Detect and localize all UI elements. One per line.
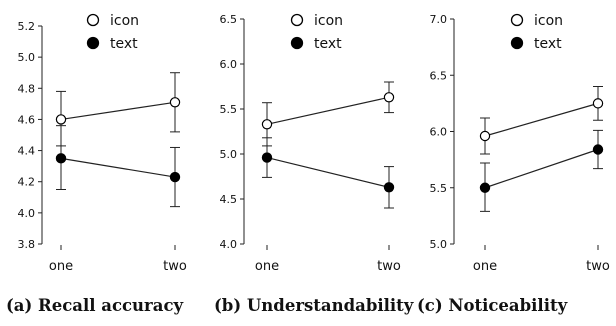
legend-marker-icon bbox=[510, 13, 524, 27]
legend-label-icon: icon bbox=[534, 13, 563, 29]
y-tick-label: 6.5 bbox=[430, 69, 448, 82]
series-line-icon bbox=[266, 96, 390, 125]
series-line-icon bbox=[484, 102, 599, 137]
y-tick-label: 5.0 bbox=[220, 148, 238, 161]
legend-marker-icon bbox=[86, 13, 100, 27]
y-tick-label: 5.5 bbox=[220, 103, 238, 116]
y-tick-label: 3.8 bbox=[18, 238, 36, 251]
x-tick-label-one: one bbox=[255, 259, 279, 274]
y-tick-label: 5.5 bbox=[430, 182, 448, 195]
series-line-text bbox=[60, 157, 176, 178]
x-tick-label-one: one bbox=[473, 259, 497, 274]
legend-marker-text bbox=[86, 36, 100, 50]
x-tick-label-two: two bbox=[377, 259, 401, 274]
legend-marker-text bbox=[290, 36, 304, 50]
point-icon-two bbox=[592, 98, 604, 109]
caption-noticeability: (c) Noticeability bbox=[417, 296, 568, 315]
point-text-one bbox=[261, 152, 273, 163]
legend-marker-text bbox=[510, 36, 524, 50]
legend-marker-icon bbox=[290, 13, 304, 27]
point-icon-one bbox=[55, 114, 67, 125]
point-icon-one bbox=[479, 130, 491, 142]
x-tick-label-one: one bbox=[49, 259, 73, 274]
y-tick-label: 4.6 bbox=[18, 113, 36, 126]
y-tick-label: 5.0 bbox=[18, 51, 36, 64]
y-tick-label: 4.0 bbox=[220, 238, 238, 251]
y-tick-label: 6.5 bbox=[220, 13, 238, 26]
caption-understandability: (b) Understandability bbox=[214, 296, 414, 315]
legend-label-icon: icon bbox=[314, 13, 343, 29]
y-tick-label: 4.4 bbox=[18, 145, 36, 158]
series-line-text bbox=[266, 157, 390, 188]
y-tick-label: 5.0 bbox=[430, 238, 448, 251]
y-tick-label: 4.0 bbox=[18, 207, 36, 220]
point-text-two bbox=[169, 171, 181, 183]
y-tick-label: 6.0 bbox=[430, 126, 448, 139]
point-text-one bbox=[55, 153, 67, 164]
y-tick-label: 4.5 bbox=[220, 193, 238, 206]
legend-label-text: text bbox=[534, 36, 562, 52]
y-tick-label: 6.0 bbox=[220, 58, 238, 71]
y-tick-label: 4.2 bbox=[18, 176, 36, 189]
y-tick-label: 7.0 bbox=[430, 13, 448, 26]
caption-recall-accuracy: (a) Recall accuracy bbox=[6, 296, 184, 315]
y-tick-label: 4.8 bbox=[18, 82, 36, 95]
chart-panel-1: 3.8 4.0 4.2 4.4 4.6 4.8 5.0 5.2 one two icon text bbox=[18, 13, 187, 274]
point-text-two bbox=[592, 144, 604, 155]
x-tick-label-two: two bbox=[163, 259, 187, 274]
point-icon-two bbox=[169, 97, 181, 108]
point-text-one bbox=[479, 182, 491, 193]
legend-label-text: text bbox=[314, 36, 342, 52]
y-tick-label: 5.2 bbox=[18, 20, 36, 33]
point-icon-one bbox=[261, 119, 273, 130]
x-tick-label-two: two bbox=[586, 259, 610, 274]
chart-panel-3: 5.0 5.5 6.0 6.5 7.0 one two icon text bbox=[430, 13, 610, 274]
series-line-icon bbox=[60, 101, 176, 121]
point-text-two bbox=[383, 182, 395, 193]
point-icon-two bbox=[383, 92, 395, 103]
legend-label-text: text bbox=[110, 36, 138, 52]
series-line-text bbox=[484, 148, 599, 189]
legend-label-icon: icon bbox=[110, 13, 139, 29]
chart-panel-2: 4.0 4.5 5.0 5.5 6.0 6.5 one two icon text bbox=[220, 13, 401, 274]
